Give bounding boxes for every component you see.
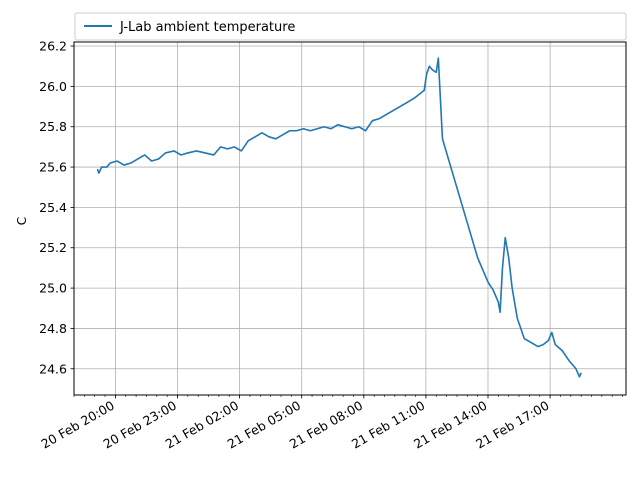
y-tick-label: 25.4: [39, 200, 67, 215]
y-tick-label: 25.6: [39, 160, 67, 175]
y-tick-label: 26.2: [39, 39, 67, 54]
series-layer: [96, 57, 582, 378]
y-axis-label: C: [15, 217, 29, 225]
grid: [74, 42, 626, 395]
legend: J-Lab ambient temperature: [74, 12, 627, 41]
y-tick-label: 25.2: [39, 240, 67, 255]
y-axis: 24.6 24.8 25.0 25.2 25.4 25.6 25.8 26.0 26.2: [39, 39, 74, 376]
y-tick-label: 25.0: [39, 281, 67, 296]
plot-frame: [73, 41, 627, 396]
legend-frame: [74, 12, 627, 41]
y-tick-label: 25.8: [39, 119, 67, 134]
y-tick-label: 26.0: [39, 79, 67, 94]
y-tick-label: 24.6: [39, 361, 67, 376]
series-line: [96, 57, 582, 378]
legend-label: J-Lab ambient temperature: [119, 20, 295, 35]
y-tick-label: 24.8: [39, 321, 67, 336]
